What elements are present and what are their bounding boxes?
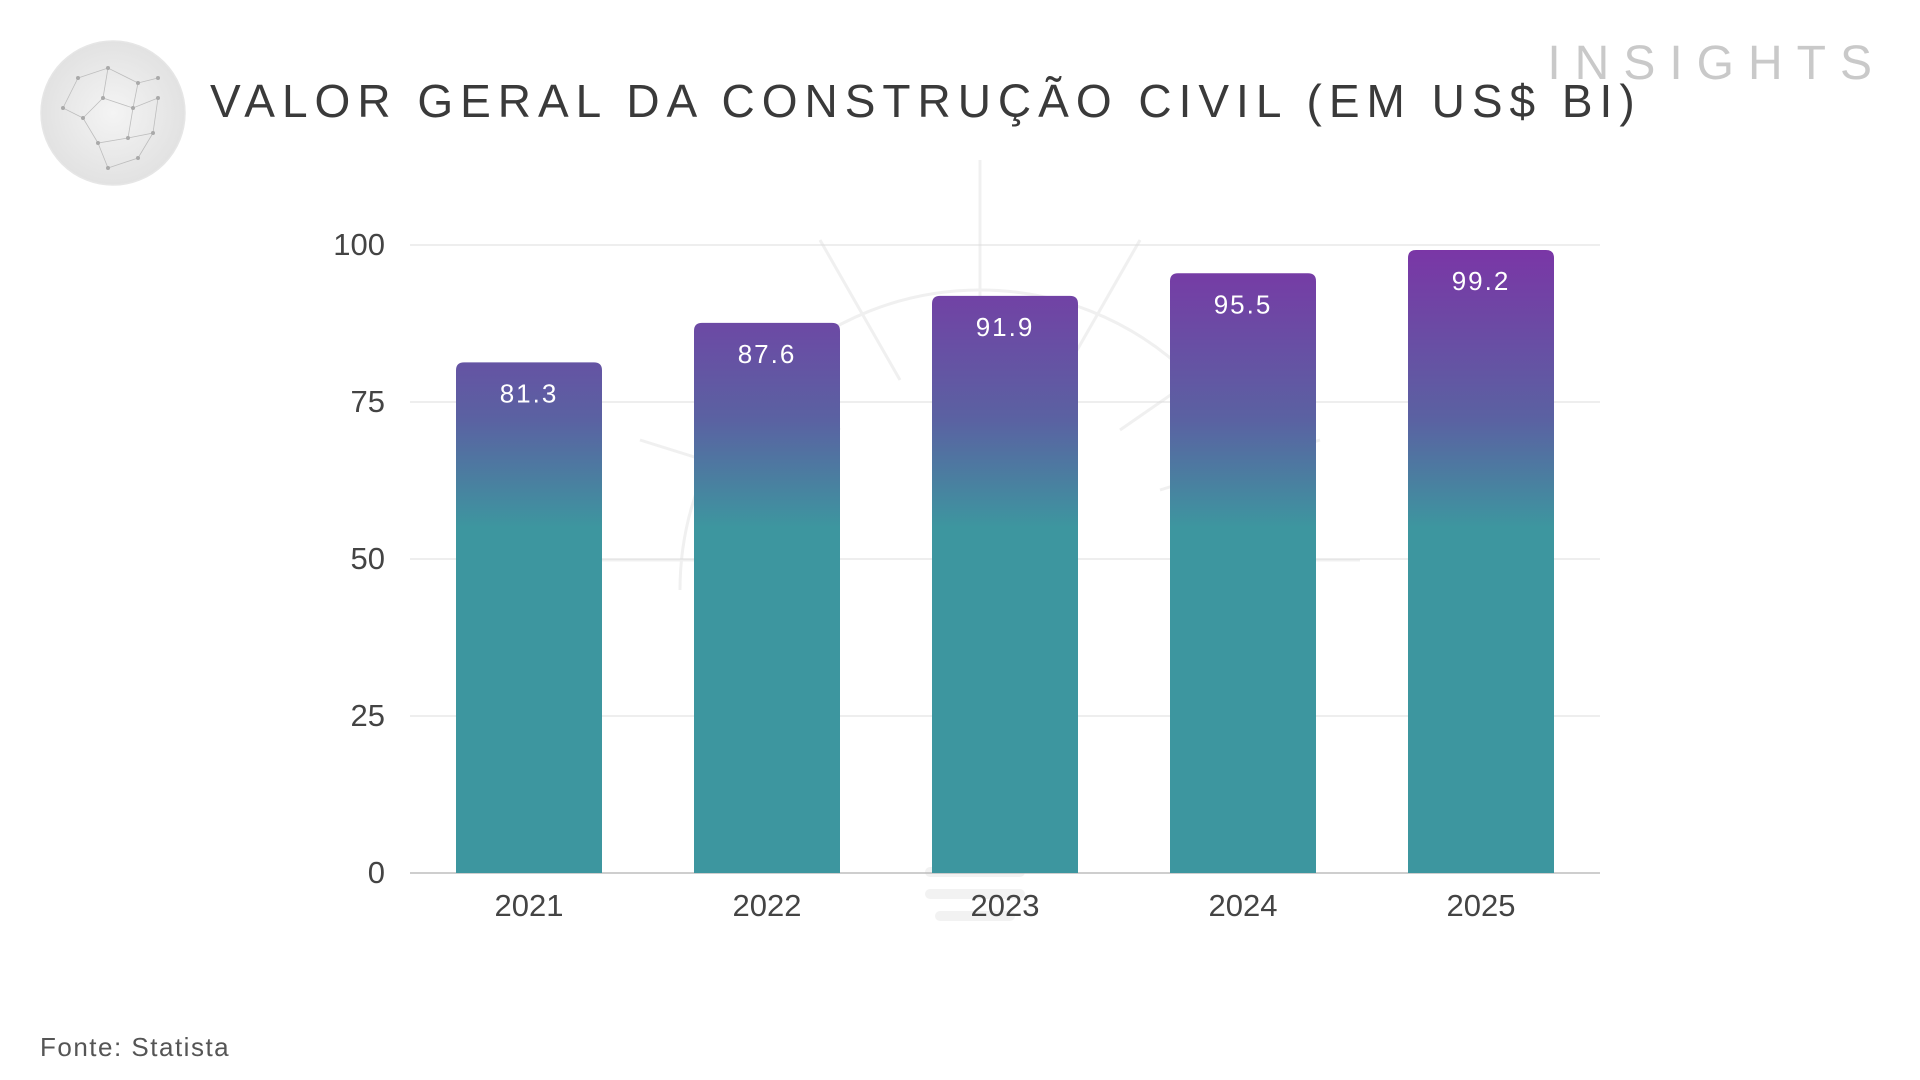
bar-2024 [1170, 273, 1316, 873]
data-label: 87.6 [738, 339, 797, 369]
y-tick-label: 0 [368, 855, 385, 890]
bar-2025 [1408, 250, 1554, 874]
y-tick-label: 25 [351, 698, 385, 733]
bar-2023 [932, 295, 1078, 873]
bar-2022 [694, 322, 840, 873]
brand-logo-text: INSIGHTS [1547, 37, 1886, 90]
source-note: Fonte: Statista [40, 1032, 231, 1062]
data-label: 91.9 [976, 312, 1035, 342]
chart-title: VALOR GERAL DA CONSTRUÇÃO CIVIL (EM US$ … [210, 75, 1642, 127]
data-label: 99.2 [1452, 266, 1511, 296]
data-label: 95.5 [1214, 289, 1273, 319]
y-tick-label: 75 [351, 384, 385, 419]
x-tick-label: 2021 [495, 888, 564, 923]
bar-2021 [456, 362, 602, 873]
globe-network-icon [40, 40, 186, 186]
y-tick-label: 100 [333, 227, 385, 262]
data-label: 81.3 [500, 378, 559, 408]
x-tick-label: 2022 [733, 888, 802, 923]
x-tick-label: 2024 [1209, 888, 1278, 923]
y-tick-label: 50 [351, 541, 385, 576]
x-tick-label: 2025 [1447, 888, 1516, 923]
x-tick-label: 2023 [971, 888, 1040, 923]
